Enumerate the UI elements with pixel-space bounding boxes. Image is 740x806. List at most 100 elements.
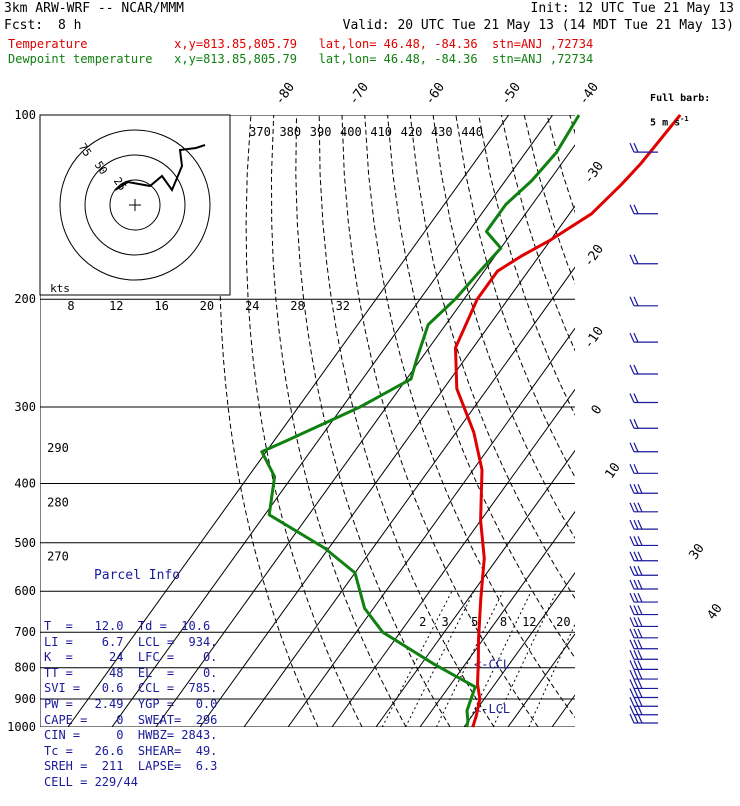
dry-adiabat: [706, 115, 740, 727]
parcel-info-row: Tc = 26.6 SHEAR= 49.: [44, 744, 230, 760]
pressure-tick-label: 1000: [7, 720, 36, 734]
wind-barb: [630, 689, 658, 698]
mixing-ratio-label: 5: [471, 615, 478, 629]
barb-legend-title: Full barb:: [650, 93, 710, 104]
pressure-tick-label: 500: [14, 536, 36, 550]
dry-adiabat: [246, 115, 362, 727]
wind-barb: [630, 706, 658, 715]
wind-barb: [630, 394, 658, 403]
wind-barb: [630, 566, 658, 575]
wind-barb: [630, 640, 658, 649]
mixing-ratio-line: [529, 591, 590, 727]
isotherm-label: -70: [346, 80, 372, 108]
wind-barb: [630, 552, 658, 561]
mixing-ratio-top-label: 28: [290, 299, 304, 313]
wind-barb: [630, 536, 658, 545]
mixing-ratio-label: 3: [442, 615, 449, 629]
isotherm-label: 10: [602, 460, 623, 481]
wind-barb: [630, 617, 658, 626]
isotherm-label: -50: [498, 80, 524, 108]
wind-barb: [630, 365, 658, 374]
isotherm: [508, 115, 740, 727]
dry-adiabat: [501, 115, 740, 727]
dry-adiabat: [547, 115, 740, 727]
wind-barb: [630, 333, 658, 342]
dry-adiabat: [479, 115, 740, 727]
isotherm-label: -20: [581, 242, 607, 270]
wind-barb: [630, 443, 658, 452]
parcel-info-row: SREH = 211 LAPSE= 6.3: [44, 759, 230, 775]
parcel-info-title: Parcel Info: [44, 568, 230, 584]
parcel-info-row: SVI = 0.6 CCL = 785.: [44, 681, 230, 697]
pressure-tick-label: 300: [14, 400, 36, 414]
wind-barb: [630, 629, 658, 638]
theta-e-label: 380: [279, 125, 301, 139]
mixing-ratio-label: 8: [500, 615, 507, 629]
wind-barb: [630, 255, 658, 264]
isotherm: [596, 115, 740, 727]
parcel-info-row: CAPE = 0 SWEAT= 296: [44, 713, 230, 729]
mixing-ratio-top-label: 12: [109, 299, 123, 313]
wind-barb: [630, 650, 658, 659]
mixing-ratio-label: 2: [419, 615, 426, 629]
wind-barb: [630, 606, 658, 615]
isotherm-label: -80: [272, 80, 298, 108]
mixing-ratio-top-label: 32: [336, 299, 350, 313]
mixing-ratio-label: 20: [556, 615, 570, 629]
pressure-tick-label: 700: [14, 625, 36, 639]
wind-barbs: [630, 143, 658, 723]
wind-barb: [630, 593, 658, 602]
temperature-profile: [456, 115, 681, 727]
mixing-ratio-line: [406, 591, 475, 727]
wind-barb: [630, 484, 658, 493]
isotherm: [288, 115, 729, 727]
mixing-ratio-top-label: 8: [67, 299, 74, 313]
isotherm: [552, 115, 740, 727]
mixing-ratio-line: [382, 591, 452, 727]
dry-adiabat: [388, 115, 626, 727]
barb-legend-value: 5 m s: [650, 117, 680, 128]
wind-barb: [630, 205, 658, 214]
mixing-ratio-label: 12: [522, 615, 536, 629]
parcel-info-row: K = 24 LFC = 0.: [44, 650, 230, 666]
parcel-info-row: LI = 6.7 LCL = 934.: [44, 635, 230, 651]
dry-adiabat: [365, 115, 582, 727]
isotherm: [244, 115, 685, 727]
dry-adiabat: [615, 115, 740, 727]
dry-adiabat: [593, 115, 740, 727]
dry-adiabat: [296, 115, 450, 727]
theta-e-label: 400: [340, 125, 362, 139]
parcel-info-row: CELL = 229/44: [44, 775, 230, 791]
pressure-tick-label: 800: [14, 661, 36, 675]
mixing-ratio-top-label: 24: [245, 299, 259, 313]
dry-adiabat: [638, 115, 740, 727]
adiabat-label: 280: [47, 496, 69, 510]
isotherm: [376, 115, 740, 727]
wind-barb: [630, 697, 658, 706]
theta-e-label: 420: [401, 125, 423, 139]
wind-barb: [630, 660, 658, 669]
wind-barb: [630, 520, 658, 529]
theta-e-label: 440: [461, 125, 483, 139]
dry-adiabat: [570, 115, 740, 727]
isotherm-label: 40: [704, 601, 725, 622]
dry-adiabat: [684, 115, 740, 727]
dry-adiabat: [524, 115, 740, 727]
wind-barb: [630, 503, 658, 512]
wind-barb: [630, 580, 658, 589]
theta-e-label: 430: [431, 125, 453, 139]
pressure-tick-label: 100: [14, 108, 36, 122]
adiabat-label: 290: [47, 441, 69, 455]
isotherm-label: -30: [581, 159, 607, 187]
parcel-info-row: TT = 48 EL = 0.: [44, 666, 230, 682]
isotherm-label: 30: [686, 541, 707, 562]
isotherm-label: -10: [581, 324, 607, 352]
wind-barb: [630, 419, 658, 428]
parcel-info-row: CIN = 0 HWBZ= 2843.: [44, 728, 230, 744]
mixing-ratio-top-label: 20: [200, 299, 214, 313]
pressure-tick-label: 900: [14, 692, 36, 706]
parcel-info-row: PW = 2.49 YGP = 0.0: [44, 697, 230, 713]
